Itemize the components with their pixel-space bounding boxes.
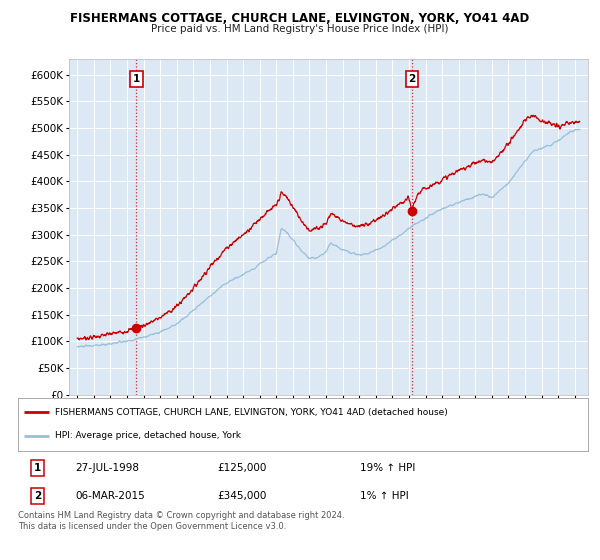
Text: FISHERMANS COTTAGE, CHURCH LANE, ELVINGTON, YORK, YO41 4AD: FISHERMANS COTTAGE, CHURCH LANE, ELVINGT… — [70, 12, 530, 25]
Text: This data is licensed under the Open Government Licence v3.0.: This data is licensed under the Open Gov… — [18, 522, 286, 531]
Text: 27-JUL-1998: 27-JUL-1998 — [75, 463, 139, 473]
Text: HPI: Average price, detached house, York: HPI: Average price, detached house, York — [55, 431, 241, 440]
Text: £125,000: £125,000 — [218, 463, 267, 473]
Text: 2: 2 — [34, 491, 41, 501]
Text: 2: 2 — [408, 74, 415, 84]
Text: £345,000: £345,000 — [218, 491, 267, 501]
Text: 1: 1 — [133, 74, 140, 84]
Text: Contains HM Land Registry data © Crown copyright and database right 2024.: Contains HM Land Registry data © Crown c… — [18, 511, 344, 520]
Text: 1% ↑ HPI: 1% ↑ HPI — [360, 491, 409, 501]
Text: FISHERMANS COTTAGE, CHURCH LANE, ELVINGTON, YORK, YO41 4AD (detached house): FISHERMANS COTTAGE, CHURCH LANE, ELVINGT… — [55, 408, 448, 417]
Text: 06-MAR-2015: 06-MAR-2015 — [75, 491, 145, 501]
Text: 19% ↑ HPI: 19% ↑ HPI — [360, 463, 415, 473]
Text: Price paid vs. HM Land Registry's House Price Index (HPI): Price paid vs. HM Land Registry's House … — [151, 24, 449, 34]
Text: 1: 1 — [34, 463, 41, 473]
